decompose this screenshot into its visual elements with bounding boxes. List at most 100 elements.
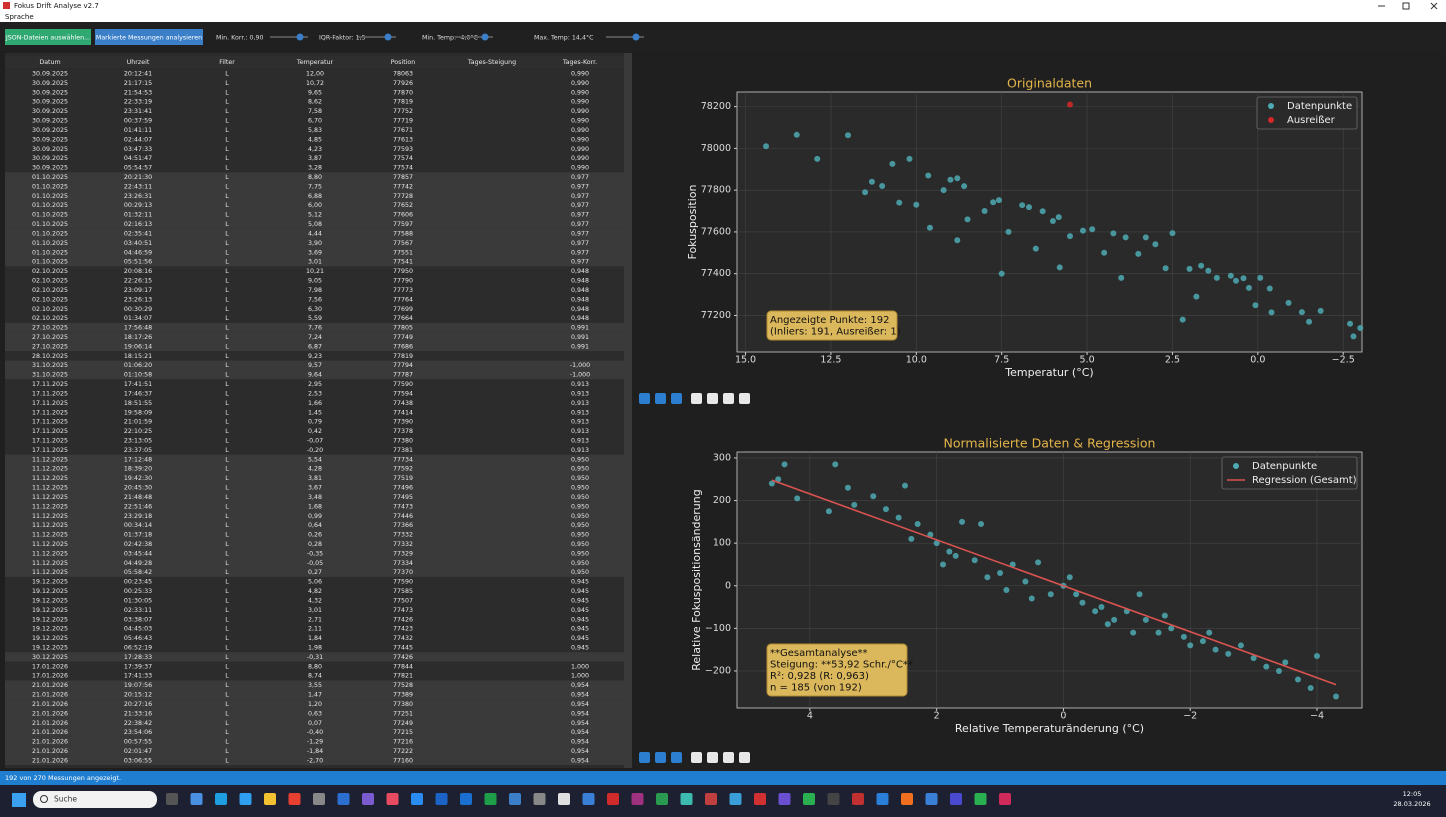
table-row[interactable] bbox=[5, 313, 624, 323]
search-text[interactable]: Suche bbox=[54, 795, 77, 804]
table-row[interactable] bbox=[5, 708, 624, 719]
slider-handle[interactable] bbox=[384, 33, 392, 41]
column-header[interactable]: Datum bbox=[39, 59, 60, 66]
table-row[interactable] bbox=[5, 266, 624, 276]
table-row[interactable] bbox=[5, 125, 624, 135]
table-row[interactable] bbox=[5, 605, 624, 615]
taskbar-icon[interactable] bbox=[215, 793, 227, 805]
taskbar-icon[interactable] bbox=[705, 793, 717, 805]
nav-tool[interactable] bbox=[707, 752, 718, 763]
table-row[interactable] bbox=[5, 416, 624, 427]
table-row[interactable] bbox=[5, 304, 624, 314]
taskbar-icon[interactable] bbox=[778, 793, 791, 805]
table-row[interactable] bbox=[5, 558, 624, 568]
taskbar-icon[interactable] bbox=[999, 793, 1011, 805]
table-row[interactable] bbox=[5, 520, 624, 530]
nav-tool[interactable] bbox=[723, 752, 734, 763]
search-box[interactable] bbox=[33, 791, 157, 808]
table-row[interactable] bbox=[5, 247, 624, 257]
column-header[interactable]: Position bbox=[391, 59, 416, 66]
taskbar-icon[interactable] bbox=[582, 793, 595, 805]
table-row[interactable] bbox=[5, 191, 624, 201]
nav-tool[interactable] bbox=[739, 393, 750, 404]
button-label[interactable]: JSON-Dateien auswählen... bbox=[5, 35, 90, 42]
table-row[interactable] bbox=[5, 97, 624, 107]
column-header[interactable]: Filter bbox=[219, 59, 235, 66]
nav-tool[interactable] bbox=[739, 752, 750, 763]
button[interactable] bbox=[5, 29, 91, 45]
nav-tool[interactable] bbox=[655, 752, 666, 763]
table-row[interactable] bbox=[5, 680, 624, 690]
taskbar-icon[interactable] bbox=[239, 793, 252, 805]
clock-date[interactable]: 28.03.2026 bbox=[1393, 800, 1430, 808]
table-row[interactable] bbox=[5, 332, 624, 342]
table-row[interactable] bbox=[5, 106, 624, 116]
table-row[interactable] bbox=[5, 473, 624, 483]
taskbar-icon[interactable] bbox=[460, 793, 472, 805]
taskbar-icon[interactable] bbox=[852, 793, 864, 805]
window-controls[interactable] bbox=[1378, 2, 1438, 10]
nav-tool[interactable] bbox=[671, 752, 682, 763]
table-row[interactable] bbox=[5, 257, 624, 267]
taskbar-icon[interactable] bbox=[362, 793, 374, 805]
table-row[interactable] bbox=[5, 144, 624, 154]
table-row[interactable] bbox=[5, 595, 624, 606]
table-row[interactable] bbox=[5, 529, 624, 540]
start-button[interactable] bbox=[12, 793, 26, 807]
taskbar-icon[interactable] bbox=[656, 793, 668, 805]
taskbar-icon[interactable] bbox=[558, 793, 570, 805]
table-row[interactable] bbox=[5, 87, 624, 98]
taskbar-icon[interactable] bbox=[190, 793, 203, 805]
table-row[interactable] bbox=[5, 482, 624, 493]
table-row[interactable] bbox=[5, 689, 624, 700]
table-row[interactable] bbox=[5, 68, 624, 79]
taskbar-icon[interactable] bbox=[288, 793, 301, 805]
nav-tool[interactable] bbox=[723, 393, 734, 404]
taskbar-icon[interactable] bbox=[754, 793, 766, 805]
table-row[interactable] bbox=[5, 567, 624, 577]
table-row[interactable] bbox=[5, 172, 624, 182]
table-row[interactable] bbox=[5, 351, 624, 361]
table-row[interactable] bbox=[5, 275, 624, 286]
taskbar-icon[interactable] bbox=[827, 793, 840, 805]
table-row[interactable] bbox=[5, 539, 624, 549]
table-row[interactable] bbox=[5, 435, 624, 446]
taskbar-icon[interactable] bbox=[337, 793, 350, 805]
table-row[interactable] bbox=[5, 492, 624, 502]
table-row[interactable] bbox=[5, 548, 624, 559]
table-row[interactable] bbox=[5, 642, 624, 653]
table-row[interactable] bbox=[5, 78, 624, 88]
slider-handle[interactable] bbox=[632, 33, 640, 41]
column-header[interactable]: Temperatur bbox=[296, 59, 334, 66]
table-row[interactable] bbox=[5, 727, 624, 737]
taskbar-icon[interactable] bbox=[901, 793, 913, 805]
table-row[interactable] bbox=[5, 614, 624, 624]
table-row[interactable] bbox=[5, 285, 624, 295]
slider-handle[interactable] bbox=[296, 33, 304, 41]
button[interactable] bbox=[95, 29, 203, 45]
table-row[interactable] bbox=[5, 755, 624, 766]
nav-tool[interactable] bbox=[707, 393, 718, 404]
taskbar-icon[interactable] bbox=[680, 793, 693, 805]
table-row[interactable] bbox=[5, 369, 624, 380]
button-label[interactable]: Markierte Messungen analysieren bbox=[96, 35, 202, 42]
taskbar-icon[interactable] bbox=[411, 793, 423, 805]
table-row[interactable] bbox=[5, 379, 624, 389]
taskbar-icon[interactable] bbox=[631, 793, 644, 805]
taskbar-icon[interactable] bbox=[803, 793, 815, 805]
table-row[interactable] bbox=[5, 746, 624, 756]
slider-handle[interactable] bbox=[481, 33, 489, 41]
taskbar-icon[interactable] bbox=[607, 793, 619, 805]
table-row[interactable] bbox=[5, 238, 624, 248]
nav-tool[interactable] bbox=[655, 393, 666, 404]
table-row[interactable] bbox=[5, 454, 624, 465]
table-row[interactable] bbox=[5, 586, 624, 596]
table-row[interactable] bbox=[5, 633, 624, 643]
taskbar-icon[interactable] bbox=[729, 793, 742, 805]
table-row[interactable] bbox=[5, 652, 624, 662]
taskbar-icon[interactable] bbox=[435, 793, 448, 805]
nav-tool[interactable] bbox=[639, 752, 650, 763]
table-row[interactable] bbox=[5, 661, 624, 672]
table-row[interactable] bbox=[5, 718, 624, 728]
nav-tool[interactable] bbox=[671, 393, 682, 404]
